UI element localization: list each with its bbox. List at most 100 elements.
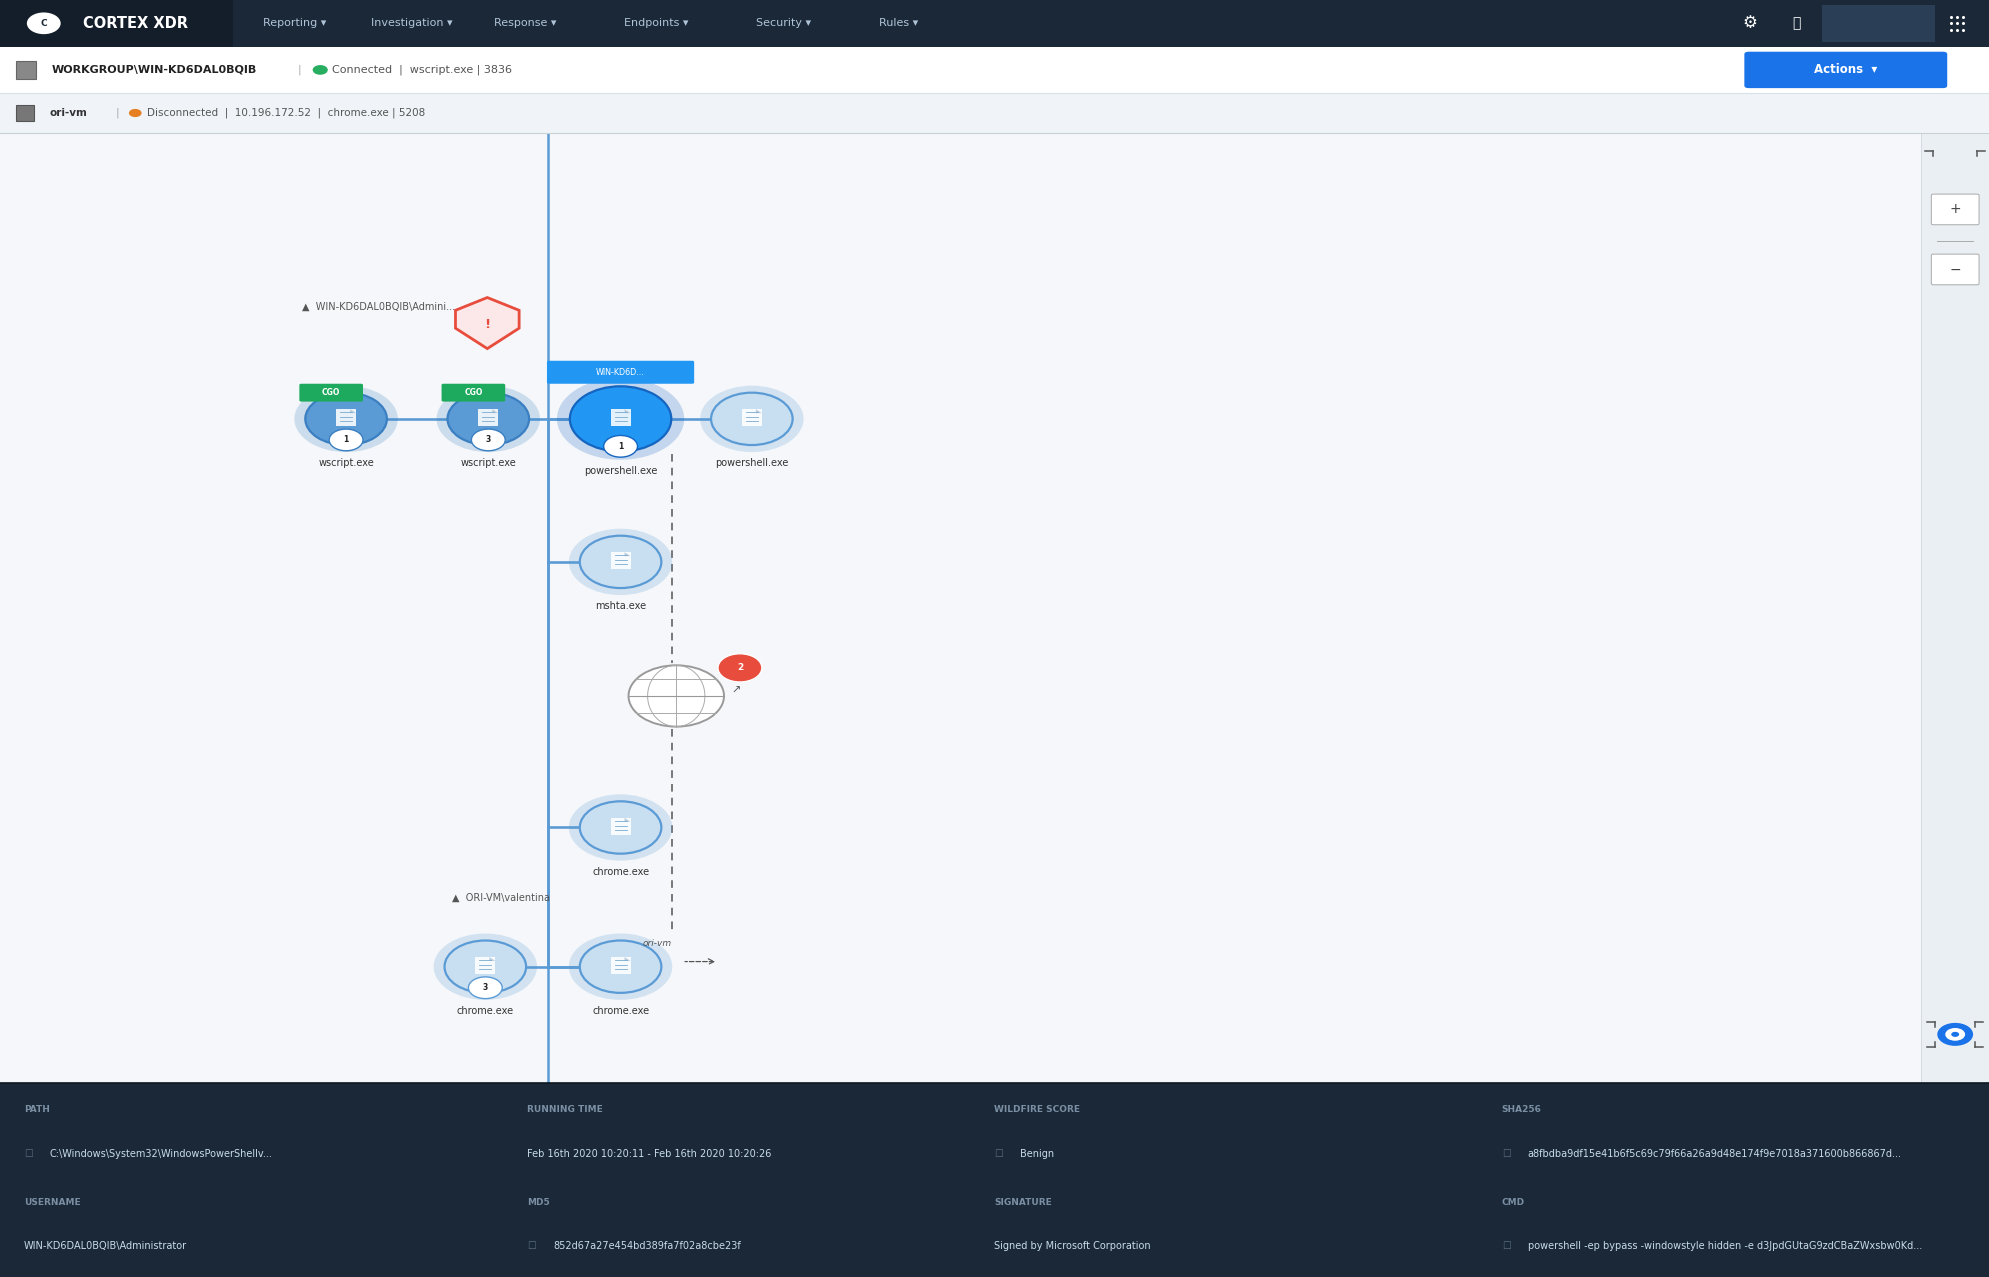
Text: powershell -ep bypass -windowstyle hidden -e d3JpdGUtaG9zdCBaZWxsbw0Kd...: powershell -ep bypass -windowstyle hidde… [1528, 1241, 1921, 1251]
Text: WIN-KD6DAL0BQIB\Administrator: WIN-KD6DAL0BQIB\Administrator [24, 1241, 187, 1251]
Text: Reporting ▾: Reporting ▾ [263, 18, 326, 28]
Text: 1: 1 [344, 435, 348, 444]
Text: ☐: ☐ [1502, 1149, 1510, 1160]
FancyBboxPatch shape [0, 93, 1989, 133]
Text: Investigation ▾: Investigation ▾ [370, 18, 453, 28]
FancyBboxPatch shape [442, 383, 505, 401]
Circle shape [448, 393, 529, 446]
FancyBboxPatch shape [611, 552, 631, 568]
Text: 852d67a27e454bd389fa7f02a8cbe23f: 852d67a27e454bd389fa7f02a8cbe23f [553, 1241, 740, 1251]
Text: CGO: CGO [322, 388, 340, 397]
Circle shape [471, 429, 505, 451]
FancyBboxPatch shape [1931, 254, 1979, 285]
Text: 1: 1 [619, 442, 623, 451]
FancyBboxPatch shape [611, 409, 631, 425]
Text: Signed by Microsoft Corporation: Signed by Microsoft Corporation [994, 1241, 1152, 1251]
Circle shape [569, 794, 672, 861]
FancyBboxPatch shape [611, 958, 631, 974]
FancyBboxPatch shape [1744, 51, 1947, 88]
Text: MD5: MD5 [527, 1198, 549, 1207]
Text: ☐: ☐ [1502, 1241, 1510, 1251]
Circle shape [312, 65, 328, 75]
FancyBboxPatch shape [298, 383, 362, 401]
Text: Disconnected  |  10.196.172.52  |  chrome.exe | 5208: Disconnected | 10.196.172.52 | chrome.ex… [147, 107, 426, 119]
Text: C: C [40, 19, 48, 28]
Text: mshta.exe: mshta.exe [595, 601, 646, 612]
FancyBboxPatch shape [475, 958, 495, 974]
Polygon shape [455, 298, 519, 349]
Text: Endpoints ▾: Endpoints ▾ [625, 18, 688, 28]
Text: +: + [1949, 203, 1961, 216]
Text: ▲  ORI-VM\valentina: ▲ ORI-VM\valentina [452, 893, 549, 903]
Text: chrome.exe: chrome.exe [593, 867, 648, 877]
FancyBboxPatch shape [0, 0, 1989, 46]
Text: a8fbdba9df15e41b6f5c69c79f66a26a9d48e174f9e7018a371600b866867d...: a8fbdba9df15e41b6f5c69c79f66a26a9d48e174… [1528, 1149, 1901, 1160]
Text: chrome.exe: chrome.exe [457, 1006, 513, 1016]
Text: WIN-KD6D...: WIN-KD6D... [597, 368, 644, 377]
Circle shape [467, 977, 501, 999]
Text: Response ▾: Response ▾ [493, 18, 557, 28]
Text: |: | [298, 65, 306, 75]
Text: 🔔: 🔔 [1792, 17, 1800, 31]
Circle shape [581, 802, 660, 854]
Text: ☐: ☐ [24, 1149, 32, 1160]
Circle shape [569, 933, 672, 1000]
Text: C:\Windows\System32\WindowsPowerShellv...: C:\Windows\System32\WindowsPowerShellv..… [50, 1149, 272, 1160]
Polygon shape [625, 409, 631, 412]
FancyBboxPatch shape [0, 1083, 1989, 1277]
Circle shape [557, 378, 684, 460]
Polygon shape [625, 552, 631, 555]
Text: WORKGROUP\WIN-KD6DAL0BQIB: WORKGROUP\WIN-KD6DAL0BQIB [52, 65, 257, 75]
Circle shape [603, 435, 636, 457]
Text: ori-vm: ori-vm [642, 939, 672, 948]
Text: Security ▾: Security ▾ [756, 18, 812, 28]
Text: ☐: ☐ [994, 1149, 1002, 1160]
Polygon shape [625, 819, 631, 822]
FancyBboxPatch shape [0, 133, 1989, 1083]
Text: RUNNING TIME: RUNNING TIME [527, 1105, 603, 1114]
Circle shape [1937, 1023, 1973, 1046]
Circle shape [1951, 1032, 1959, 1037]
Text: Rules ▾: Rules ▾ [879, 18, 919, 28]
Circle shape [1945, 1028, 1965, 1041]
Text: Actions  ▾: Actions ▾ [1814, 64, 1878, 77]
Text: chrome.exe: chrome.exe [593, 1006, 648, 1016]
FancyBboxPatch shape [547, 360, 694, 383]
Circle shape [328, 429, 362, 451]
Text: ↗: ↗ [732, 686, 740, 696]
Text: Feb 16th 2020 10:20:11 - Feb 16th 2020 10:20:26: Feb 16th 2020 10:20:11 - Feb 16th 2020 1… [527, 1149, 772, 1160]
Text: CGO: CGO [463, 388, 483, 397]
Text: SHA256: SHA256 [1502, 1105, 1541, 1114]
Text: wscript.exe: wscript.exe [318, 458, 374, 469]
Text: Benign: Benign [1020, 1149, 1054, 1160]
Circle shape [718, 654, 762, 682]
FancyBboxPatch shape [0, 0, 233, 46]
Circle shape [569, 529, 672, 595]
FancyBboxPatch shape [336, 409, 356, 425]
Text: |: | [115, 107, 119, 119]
Circle shape [569, 386, 670, 451]
Circle shape [712, 393, 792, 446]
FancyBboxPatch shape [0, 46, 1989, 93]
Text: ori-vm: ori-vm [50, 109, 88, 117]
Text: ☐: ☐ [527, 1241, 535, 1251]
Polygon shape [491, 409, 497, 412]
FancyBboxPatch shape [742, 409, 762, 425]
Polygon shape [489, 958, 495, 960]
Polygon shape [756, 409, 762, 412]
Text: −: − [1949, 263, 1961, 276]
Text: ▲  WIN-KD6DAL0BQIB\Admini...: ▲ WIN-KD6DAL0BQIB\Admini... [302, 301, 455, 312]
Text: CMD: CMD [1502, 1198, 1526, 1207]
Circle shape [436, 386, 539, 452]
FancyBboxPatch shape [1822, 5, 1935, 42]
Text: wscript.exe: wscript.exe [459, 458, 517, 469]
Circle shape [629, 665, 724, 727]
Text: WILDFIRE SCORE: WILDFIRE SCORE [994, 1105, 1080, 1114]
Text: 3: 3 [485, 435, 491, 444]
Circle shape [444, 940, 525, 994]
Circle shape [294, 386, 398, 452]
Polygon shape [350, 409, 356, 412]
Text: PATH: PATH [24, 1105, 50, 1114]
Circle shape [434, 933, 537, 1000]
Text: SIGNATURE: SIGNATURE [994, 1198, 1052, 1207]
